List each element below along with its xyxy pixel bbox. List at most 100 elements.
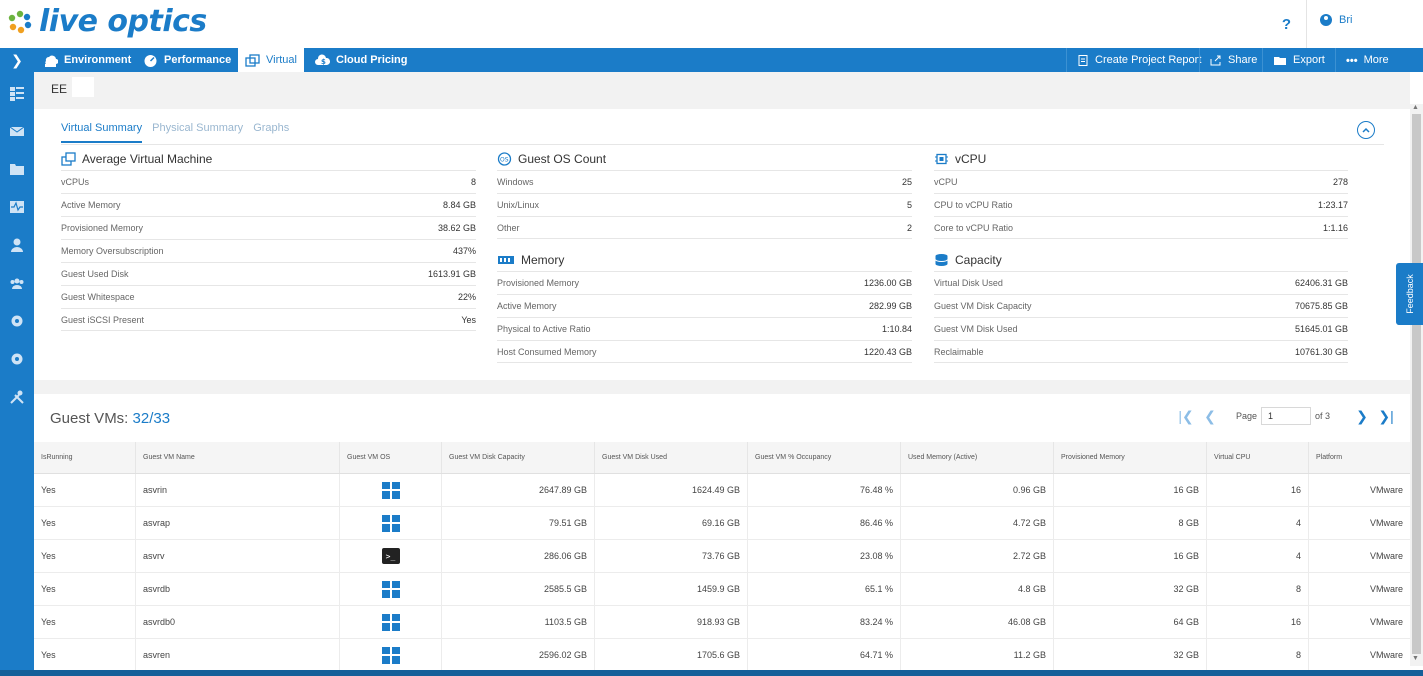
tab-graphs[interactable]: Graphs [253, 122, 290, 134]
tab-cloud-pricing[interactable]: $ Cloud Pricing [308, 48, 415, 72]
virtual-summary-card: Virtual Summary Physical Summary Graphs … [34, 109, 1410, 380]
col-disk-used[interactable]: Guest VM Disk Used [595, 442, 748, 473]
windows-icon [381, 481, 400, 499]
logo-ring-icon [6, 8, 34, 36]
table-row[interactable]: Yes asvren 2596.02 GB 1705.6 GB 64.71 % 11.2 … [34, 639, 1410, 672]
more-button[interactable]: ••• More [1335, 48, 1389, 72]
average-vm-header: Average Virtual Machine [61, 148, 476, 170]
cell-provisioned-memory: 32 GB [1054, 573, 1207, 605]
table-row[interactable]: Yes asvrin 2647.89 GB 1624.49 GB 76.48 % 0.96… [34, 474, 1410, 507]
collapse-chevron-up-icon[interactable] [1357, 121, 1375, 139]
table-row[interactable]: Yes asvrdb 2585.5 GB 1459.9 GB 65.1 % 4.8 GB 3… [34, 573, 1410, 606]
col-occupancy[interactable]: Guest VM % Occupancy [748, 442, 901, 473]
table-row[interactable]: Yes asvrv >_ 286.06 GB 73.76 GB 23.08 % 2.72 G… [34, 540, 1410, 573]
section-divider [34, 380, 1410, 394]
sidebar-item-activity[interactable] [0, 190, 34, 224]
cell-platform: VMware [1369, 584, 1403, 594]
mail-icon [9, 126, 25, 136]
table-row[interactable]: Yes asvrdb0 1103.5 GB 918.93 GB 83.24 % 46.08… [34, 606, 1410, 639]
col-guest-vm-os[interactable]: Guest VM OS [340, 442, 442, 473]
guest-os-title: Guest OS Count [518, 152, 607, 166]
scroll-thumb[interactable] [1412, 114, 1421, 654]
col-disk-capacity[interactable]: Guest VM Disk Capacity [442, 442, 595, 473]
col-platform[interactable]: Platform [1316, 454, 1343, 461]
help-button[interactable]: ? [1267, 0, 1307, 48]
gear-icon [11, 315, 23, 327]
first-page-icon[interactable]: |❮ [1178, 407, 1194, 424]
sidebar-item-settings-2[interactable] [0, 342, 34, 376]
vcpu-title: vCPU [955, 152, 987, 166]
memory-row: Active Memory 282.99 GB [497, 294, 912, 317]
sidebar-item-tools[interactable] [0, 380, 34, 414]
activity-icon [10, 201, 24, 213]
cell-vm-name: asvrv [136, 540, 340, 572]
cell-provisioned-memory: 16 GB [1054, 540, 1207, 572]
col-isrunning[interactable]: IsRunning [34, 442, 136, 473]
vertical-scrollbar[interactable]: ▲ ▼ [1410, 104, 1423, 666]
sidebar-item-dashboard[interactable] [0, 77, 34, 111]
scroll-up-icon[interactable]: ▲ [1412, 104, 1419, 111]
cell-vm-name: asvrdb [136, 573, 340, 605]
cell-used-memory: 46.08 GB [901, 606, 1054, 638]
gauge-icon [144, 54, 157, 67]
guest-vms-title: Guest VMs: 32/33 [50, 410, 170, 427]
page-number-input[interactable] [1261, 407, 1312, 425]
table-row[interactable]: Yes asvrap 79.51 GB 69.16 GB 86.46 % 4.72 GB 8… [34, 507, 1410, 540]
feedback-tab[interactable]: Feedback [1396, 263, 1423, 325]
row-value: 22% [457, 292, 476, 302]
tab-virtual[interactable]: Virtual [238, 48, 304, 72]
col-guest-vm-name[interactable]: Guest VM Name [136, 442, 340, 473]
cell-disk-capacity: 1103.5 GB [442, 606, 595, 638]
vcpu-panel: vCPU vCPU 278 CPU to vCPU Ratio 1:23.17 Co… [934, 148, 1348, 363]
average-vm-title: Average Virtual Machine [82, 152, 213, 166]
cell-platform: VMware [1369, 551, 1403, 561]
prev-page-icon[interactable]: ❮ [1204, 407, 1216, 424]
cell-provisioned-memory: 64 GB [1054, 606, 1207, 638]
cell-platform: VMware [1369, 485, 1403, 495]
cell-isrunning: Yes [34, 606, 136, 638]
tab-physical-summary[interactable]: Physical Summary [152, 122, 244, 134]
share-button[interactable]: Share [1199, 48, 1257, 72]
row-value: 62406.31 GB [1294, 278, 1348, 288]
tab-environment[interactable]: Environment [36, 48, 138, 72]
capacity-row: Guest VM Disk Capacity 70675.85 GB [934, 294, 1348, 317]
memory-title: Memory [521, 253, 565, 267]
export-button[interactable]: Export [1262, 48, 1325, 72]
feedback-label: Feedback [1404, 274, 1415, 314]
sidebar-item-mail[interactable] [0, 114, 34, 148]
sidebar-item-user[interactable] [0, 228, 34, 262]
row-value: 5 [906, 200, 912, 210]
guest-vms-section: Guest VMs: 32/33 |❮ ❮ Page of 3 ❯ ❯| IsR… [34, 394, 1410, 672]
user-menu[interactable]: Bri [1320, 14, 1352, 26]
cell-disk-used: 69.16 GB [595, 507, 748, 539]
tab-virtual-summary[interactable]: Virtual Summary [61, 122, 143, 143]
last-page-icon[interactable]: ❯| [1378, 407, 1394, 424]
cell-used-memory: 4.72 GB [901, 507, 1054, 539]
windows-icon [381, 613, 400, 631]
live-optics-logo[interactable]: live optics [6, 4, 207, 39]
sidebar-item-users[interactable] [0, 266, 34, 300]
sidebar-toggle-chevron-icon[interactable]: ❯ [11, 51, 23, 68]
cell-os [340, 639, 442, 671]
row-value: 278 [1332, 177, 1348, 187]
vcpu-row: Core to vCPU Ratio 1:1.16 [934, 216, 1348, 239]
tab-cloud-pricing-label: Cloud Pricing [336, 54, 408, 66]
cell-os: >_ [340, 540, 442, 572]
cloud-server-icon [45, 55, 58, 67]
scroll-down-icon[interactable]: ▼ [1412, 655, 1419, 662]
tab-virtual-label: Virtual [266, 54, 297, 66]
col-virtual-cpu[interactable]: Virtual CPU [1207, 442, 1309, 473]
col-provisioned-memory[interactable]: Provisioned Memory [1054, 442, 1207, 473]
create-project-report-button[interactable]: Create Project Report [1066, 48, 1201, 72]
database-icon [935, 254, 948, 266]
tab-performance[interactable]: Performance [136, 48, 238, 72]
sidebar-item-settings[interactable] [0, 304, 34, 338]
sidebar-item-folder[interactable] [0, 152, 34, 186]
cell-platform: VMware [1369, 617, 1403, 627]
cell-used-memory: 0.96 GB [901, 474, 1054, 506]
next-page-icon[interactable]: ❯ [1356, 407, 1368, 424]
col-used-memory[interactable]: Used Memory (Active) [901, 442, 1054, 473]
row-label: Host Consumed Memory [497, 346, 597, 357]
cell-used-memory: 11.2 GB [901, 639, 1054, 671]
tab-performance-label: Performance [164, 54, 232, 66]
